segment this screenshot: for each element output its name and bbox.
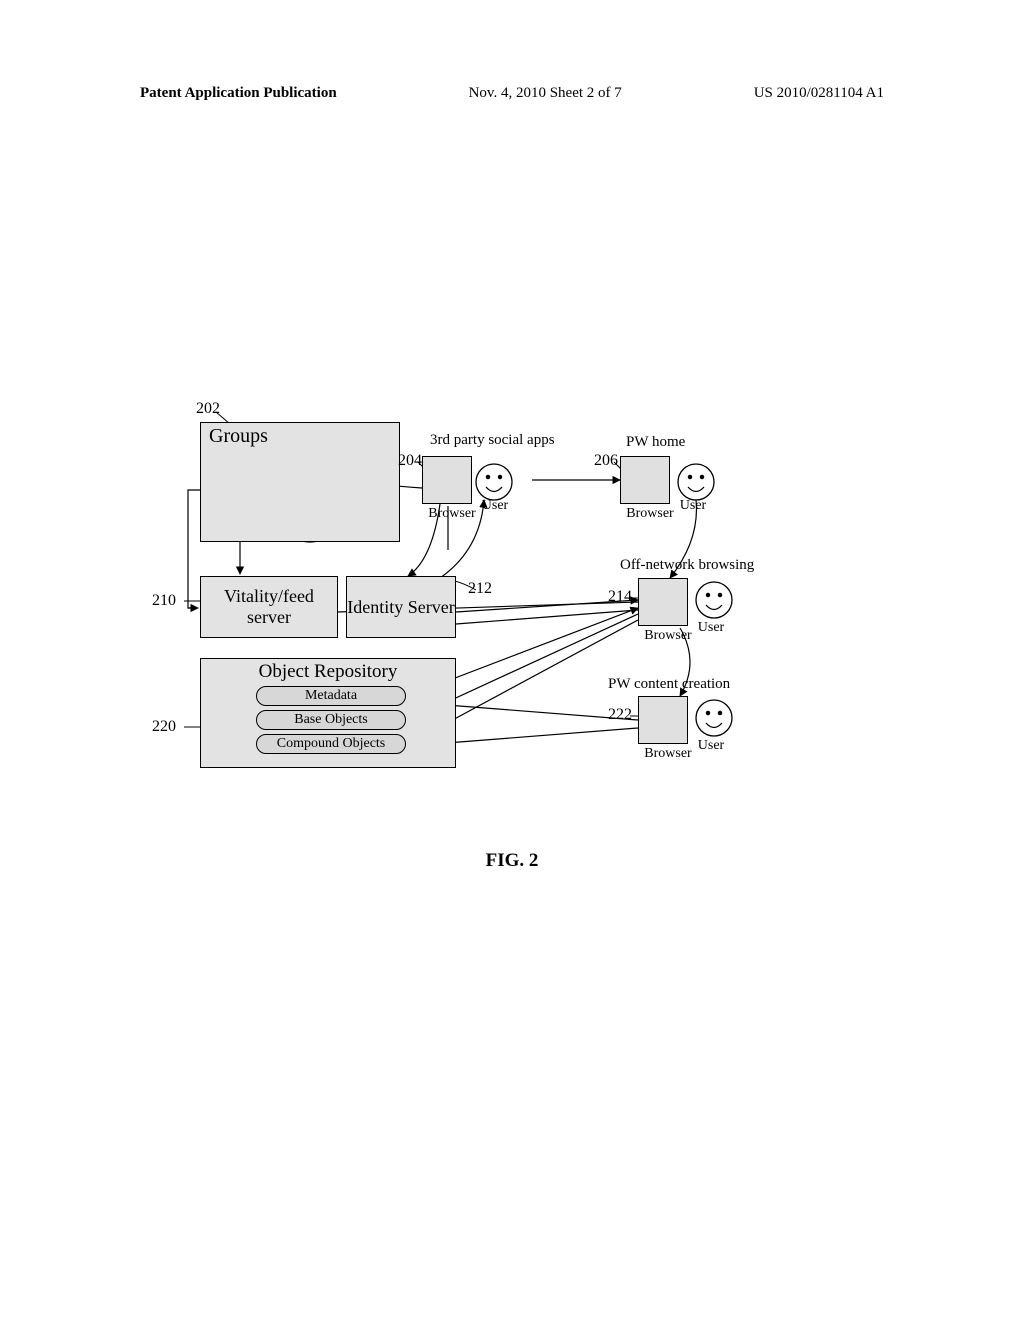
repository-compound-objects-pill: Compound Objects [256, 734, 406, 754]
label-third-party-apps: 3rd party social apps [430, 432, 555, 449]
header-center: Nov. 4, 2010 Sheet 2 of 7 [469, 85, 622, 102]
label-pw-content-text: PW content creation [608, 676, 730, 692]
label-pw-home: PW home [626, 434, 685, 451]
label-pw-home-text: PW home [626, 434, 685, 450]
browser-label: Browser [638, 628, 698, 644]
ref-222: 222 [608, 706, 632, 724]
ref-204: 204 [398, 452, 422, 470]
browser-label: Browser [422, 506, 482, 522]
user-browser-214: Browser User [638, 578, 730, 656]
ref-220: 220 [152, 718, 176, 736]
user-browser-206: Browser User [620, 456, 712, 534]
user-browser-222: Browser User [638, 696, 730, 774]
repository-base-objects-pill: Base Objects [256, 710, 406, 730]
label-pw-content: PW content creation [608, 676, 730, 693]
vitality-text: Vitality/feed server [201, 586, 337, 627]
pill-metadata-text: Metadata [305, 688, 357, 704]
user-label: User [672, 498, 714, 514]
header-left: Patent Application Publication [140, 85, 337, 102]
ref-206: 206 [594, 452, 618, 470]
groups-box: Groups [200, 422, 400, 542]
browser-label: Browser [620, 506, 680, 522]
ref-202: 202 [196, 400, 220, 418]
label-third-party-text: 3rd party social apps [430, 432, 555, 448]
page-header: Patent Application Publication Nov. 4, 2… [140, 85, 884, 102]
browser-box-icon [620, 456, 670, 504]
vitality-feed-server-box: Vitality/feed server [200, 576, 338, 638]
label-off-network: Off-network browsing [620, 557, 754, 574]
pill-base-text: Base Objects [294, 712, 367, 728]
ref-210: 210 [152, 592, 176, 610]
repository-title: Object Repository [201, 661, 455, 683]
browser-box-icon [638, 578, 688, 626]
repository-metadata-pill: Metadata [256, 686, 406, 706]
browser-box-icon [638, 696, 688, 744]
label-off-network-text: Off-network browsing [620, 557, 754, 573]
user-label: User [690, 738, 732, 754]
figure-diagram: Groups Vitality/feed server Identity Ser… [140, 400, 900, 840]
ref-212: 212 [468, 580, 492, 598]
user-label: User [690, 620, 732, 636]
pill-compound-text: Compound Objects [277, 736, 386, 752]
groups-title: Groups [209, 425, 268, 448]
identity-text: Identity Server [347, 597, 454, 618]
browser-box-icon [422, 456, 472, 504]
user-browser-204: Browser User [422, 456, 514, 534]
ref-214: 214 [608, 588, 632, 606]
browser-label: Browser [638, 746, 698, 762]
identity-server-box: Identity Server [346, 576, 456, 638]
header-right: US 2010/0281104 A1 [754, 85, 884, 102]
user-label: User [474, 498, 516, 514]
figure-label: FIG. 2 [486, 850, 539, 872]
